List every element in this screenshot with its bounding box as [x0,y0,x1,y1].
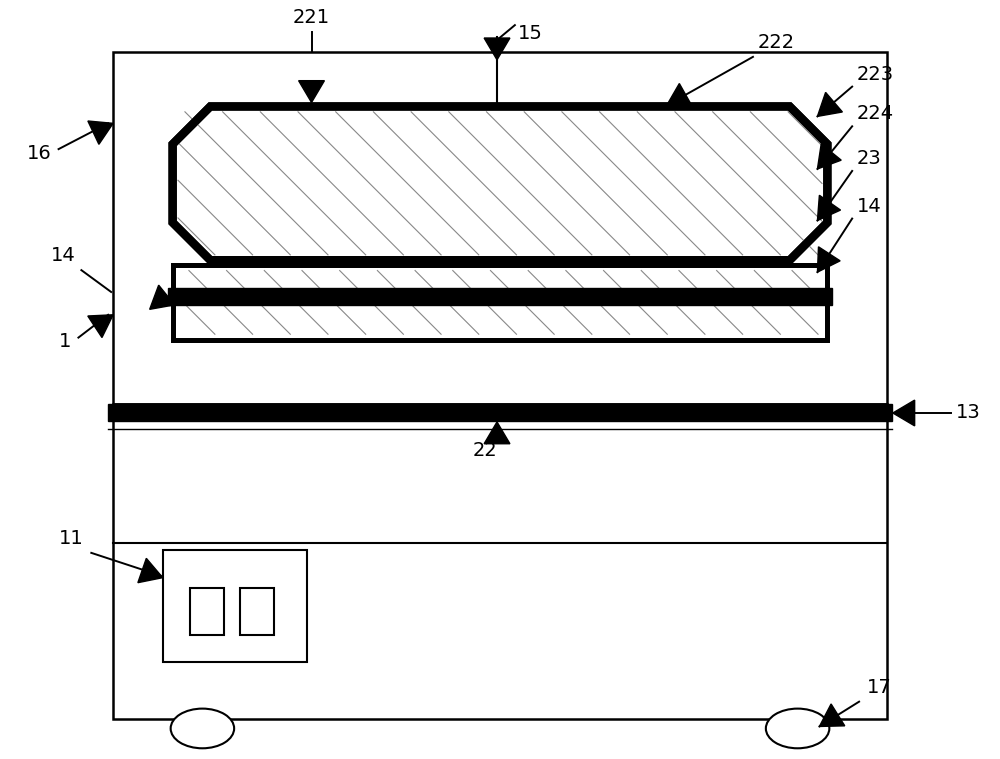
Polygon shape [817,195,841,221]
Polygon shape [667,83,692,106]
Polygon shape [173,106,827,260]
Polygon shape [88,121,113,144]
Polygon shape [150,285,175,310]
Polygon shape [817,144,841,169]
Text: 17: 17 [867,678,892,697]
Ellipse shape [171,709,234,748]
Polygon shape [108,404,892,421]
Polygon shape [484,38,510,60]
Text: 16: 16 [27,143,52,162]
Polygon shape [817,247,840,272]
Text: 13: 13 [956,404,981,423]
Text: 22: 22 [473,441,497,460]
Text: 11: 11 [59,529,83,548]
Text: 23: 23 [857,149,882,168]
Polygon shape [893,400,915,426]
Polygon shape [484,422,510,444]
Polygon shape [817,93,842,116]
Polygon shape [173,265,827,339]
Text: 15: 15 [518,24,543,43]
Polygon shape [819,704,845,726]
Polygon shape [299,80,324,102]
Text: 222: 222 [758,33,795,52]
Text: 224: 224 [857,104,894,123]
Polygon shape [168,288,832,305]
Ellipse shape [766,709,829,748]
Text: 223: 223 [857,65,894,83]
Text: 1: 1 [59,332,71,351]
Polygon shape [138,559,163,583]
Text: 14: 14 [51,246,75,265]
Text: 221: 221 [293,8,330,27]
Text: 14: 14 [857,197,882,216]
Polygon shape [88,315,113,338]
